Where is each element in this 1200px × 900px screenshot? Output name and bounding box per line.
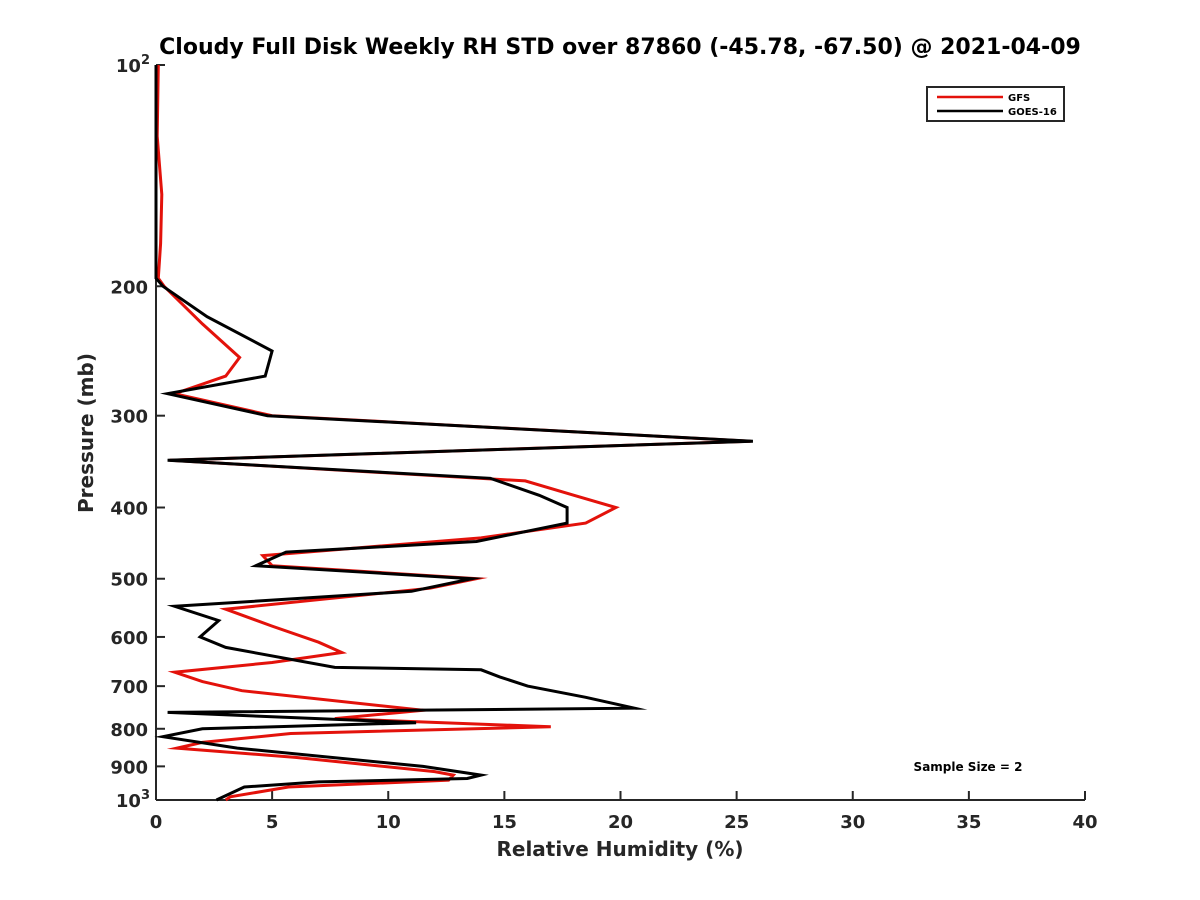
legend: GFS GOES-16 <box>926 86 1065 122</box>
y-tick-label: 900 <box>110 757 148 778</box>
y-tick-label: 103 <box>116 788 150 812</box>
legend-entry-label: GOES-16 <box>1008 107 1057 118</box>
x-axis: 0 5 10 15 20 25 30 35 40 <box>150 791 1098 833</box>
legend-box <box>926 86 1065 122</box>
x-tick-label: 25 <box>724 812 749 833</box>
y-axis-label: Pressure (mb) <box>74 353 98 513</box>
x-tick-label: 15 <box>492 812 517 833</box>
series-line-goes-16 <box>154 65 753 802</box>
plot-area <box>155 65 1085 801</box>
x-tick-label: 10 <box>376 812 401 833</box>
series-layer <box>154 64 753 802</box>
y-tick-label: 500 <box>110 570 148 591</box>
y-tick-label: 200 <box>110 277 148 298</box>
y-tick-label: 300 <box>110 407 148 428</box>
x-tick-label: 20 <box>608 812 633 833</box>
x-tick-label: 40 <box>1072 812 1097 833</box>
legend-entry-label: GFS <box>1008 93 1030 104</box>
chart-title: Cloudy Full Disk Weekly RH STD over 8786… <box>159 35 1081 60</box>
series-line-gfs <box>155 64 751 802</box>
y-tick-label: 600 <box>110 628 148 649</box>
x-axis-label: Relative Humidity (%) <box>496 837 743 861</box>
x-tick-label: 0 <box>150 812 163 833</box>
y-tick-label: 400 <box>110 499 148 520</box>
y-axis: 102 200 300 400 500 600 700 800 900 103 <box>110 53 165 812</box>
y-tick-label: 102 <box>116 53 150 77</box>
x-tick-label: 5 <box>266 812 279 833</box>
x-tick-label: 30 <box>840 812 865 833</box>
x-tick-label: 35 <box>956 812 981 833</box>
y-tick-label: 800 <box>110 720 148 741</box>
sample-size-annotation: Sample Size = 2 <box>914 760 1023 774</box>
y-tick-label: 700 <box>110 677 148 698</box>
